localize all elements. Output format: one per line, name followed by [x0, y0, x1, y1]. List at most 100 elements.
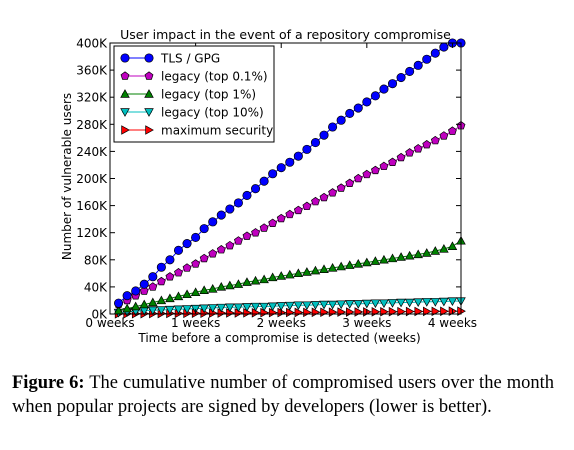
- data-point: [208, 217, 218, 227]
- data-point: [302, 144, 312, 154]
- data-point: [199, 285, 209, 294]
- data-point: [387, 253, 398, 263]
- data-point: [131, 286, 141, 296]
- data-point: [370, 165, 380, 175]
- data-point: [216, 303, 227, 313]
- legend-marker: [120, 71, 130, 80]
- series-0: [114, 38, 466, 308]
- data-point: [396, 252, 406, 261]
- data-point: [319, 300, 329, 310]
- legend-label: TLS / GPG: [160, 52, 220, 66]
- data-point: [371, 307, 381, 317]
- data-point: [156, 262, 166, 272]
- data-point: [336, 300, 346, 310]
- data-point: [225, 280, 235, 290]
- y-tick-label: 400K: [76, 37, 108, 51]
- data-point: [388, 306, 398, 317]
- data-point: [199, 253, 209, 263]
- data-point: [354, 307, 364, 317]
- data-point: [404, 250, 415, 260]
- data-point: [276, 271, 287, 280]
- data-point: [345, 108, 355, 119]
- data-point: [191, 232, 201, 242]
- data-point: [327, 263, 338, 272]
- data-point: [174, 268, 183, 277]
- x-tick-label: 4 weeks: [428, 316, 477, 330]
- data-point: [447, 241, 458, 250]
- data-point: [397, 306, 406, 317]
- caption-label: Figure 6:: [12, 373, 85, 393]
- data-point: [122, 291, 132, 301]
- data-point: [165, 255, 175, 265]
- data-point: [242, 303, 252, 312]
- legend: TLS / GPG legacy (top 0.1%) legacy (top 1%…: [113, 45, 275, 143]
- data-point: [207, 284, 218, 293]
- data-point: [122, 303, 132, 313]
- data-point: [259, 274, 269, 284]
- data-point: [208, 249, 218, 258]
- legend-entry: maximum security: [121, 124, 273, 138]
- x-tick-label: 0 weeks: [85, 316, 134, 330]
- y-axis-label: Number of vulnerable users: [60, 93, 74, 260]
- data-point: [430, 48, 440, 58]
- x-tick-label: 1 weeks: [171, 316, 220, 330]
- data-point: [362, 97, 372, 107]
- legend-marker: [144, 53, 154, 63]
- legend-marker: [144, 108, 154, 117]
- data-point: [319, 130, 329, 140]
- data-point: [233, 303, 244, 313]
- data-point: [173, 245, 184, 255]
- data-point: [336, 115, 346, 125]
- data-point: [302, 267, 312, 276]
- data-point: [190, 287, 201, 297]
- data-point: [156, 295, 167, 305]
- data-point: [259, 176, 269, 186]
- data-point: [430, 246, 441, 255]
- series-2: [113, 235, 466, 315]
- data-point: [440, 306, 449, 317]
- data-point: [216, 245, 226, 254]
- data-point: [182, 263, 192, 272]
- data-point: [431, 306, 441, 317]
- data-point: [268, 307, 278, 318]
- data-point: [344, 300, 355, 309]
- x-axis-label: Time before a compromise is detected (we…: [137, 331, 420, 345]
- data-point: [242, 190, 252, 200]
- series-3: [113, 297, 466, 318]
- line-chart: 0K 40K 80K 120K 160K 200K 240K 280K 320K 360K 400K…: [60, 27, 477, 345]
- data-point: [225, 204, 235, 214]
- legend-entry: legacy (top 10%): [120, 106, 264, 120]
- data-point: [156, 276, 166, 286]
- data-point: [310, 138, 321, 148]
- data-point: [165, 272, 175, 281]
- data-point: [234, 236, 243, 245]
- data-point: [310, 301, 321, 310]
- data-point: [387, 299, 398, 308]
- data-point: [447, 297, 458, 307]
- data-point: [148, 272, 158, 282]
- data-point: [302, 301, 312, 311]
- legend-marker: [120, 89, 130, 98]
- data-point: [165, 305, 175, 315]
- data-point: [413, 298, 423, 308]
- data-point: [216, 281, 227, 291]
- data-point: [370, 256, 381, 265]
- data-point: [346, 307, 355, 317]
- data-point: [362, 299, 372, 309]
- data-point: [336, 261, 346, 271]
- data-point: [328, 188, 337, 197]
- data-point: [250, 302, 261, 312]
- x-tick-label: 2 weeks: [257, 316, 306, 330]
- data-point: [413, 60, 423, 70]
- data-point: [421, 298, 432, 307]
- data-point: [294, 307, 304, 318]
- legend-label: legacy (top 10%): [161, 106, 264, 120]
- legend-marker: [144, 89, 154, 98]
- data-point: [319, 264, 329, 273]
- data-point: [422, 139, 432, 149]
- legend-marker: [120, 108, 130, 117]
- data-point: [191, 259, 201, 268]
- series-1: [114, 121, 466, 309]
- data-point: [319, 192, 329, 202]
